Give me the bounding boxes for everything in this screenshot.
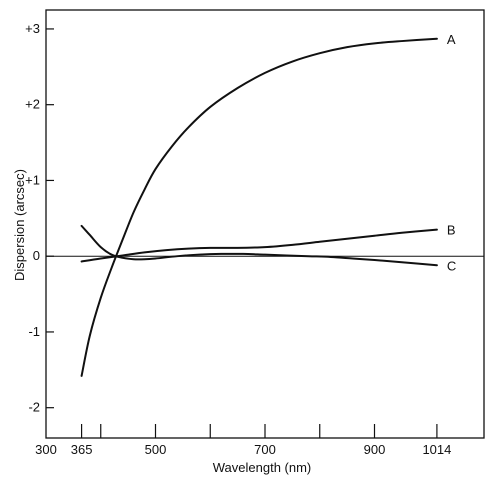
series-line-c bbox=[80, 224, 438, 267]
series-line-b bbox=[80, 228, 438, 263]
x-axis: 300 365 500 700 900 1014 bbox=[35, 424, 451, 457]
y-axis: +3 +2 +1 0 -1 -2 bbox=[25, 21, 54, 415]
y-axis-title: Dispersion (arcsec) bbox=[12, 169, 27, 281]
x-tick-label: 365 bbox=[71, 442, 93, 457]
series-line-a bbox=[80, 37, 438, 377]
y-tick-label: +3 bbox=[25, 21, 40, 36]
series-label-a: A bbox=[447, 32, 456, 47]
y-tick-label: +2 bbox=[25, 97, 40, 112]
series-layer bbox=[80, 37, 438, 377]
y-tick-label: -1 bbox=[28, 324, 40, 339]
y-tick-label: -2 bbox=[28, 400, 40, 415]
x-tick-label: 300 bbox=[35, 442, 57, 457]
x-axis-title: Wavelength (nm) bbox=[213, 460, 312, 475]
x-tick-label: 900 bbox=[364, 442, 386, 457]
series-label-c: C bbox=[447, 258, 456, 273]
series-labels: A B C bbox=[447, 32, 456, 273]
x-tick-label: 500 bbox=[145, 442, 167, 457]
series-label-b: B bbox=[447, 223, 456, 238]
y-tick-label: 0 bbox=[33, 248, 40, 263]
x-tick-label: 1014 bbox=[422, 442, 451, 457]
y-tick-label: +1 bbox=[25, 172, 40, 187]
x-tick-label: 700 bbox=[254, 442, 276, 457]
